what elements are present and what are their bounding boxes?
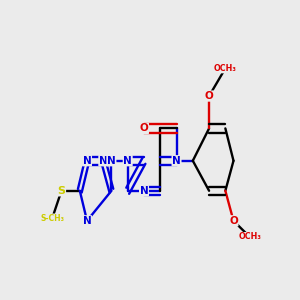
Text: N: N: [82, 216, 91, 226]
Text: OCH₃: OCH₃: [238, 232, 261, 242]
Text: S: S: [57, 186, 65, 196]
Text: N: N: [123, 156, 132, 166]
Text: N: N: [140, 186, 148, 196]
Text: N: N: [82, 156, 91, 166]
Text: O: O: [229, 216, 238, 226]
Text: O: O: [140, 123, 148, 134]
Text: S-CH₃: S-CH₃: [40, 214, 64, 223]
Text: N: N: [99, 156, 108, 166]
Text: O: O: [205, 91, 214, 101]
Text: N: N: [107, 156, 116, 166]
Text: N: N: [172, 156, 181, 166]
Text: OCH₃: OCH₃: [214, 64, 237, 73]
